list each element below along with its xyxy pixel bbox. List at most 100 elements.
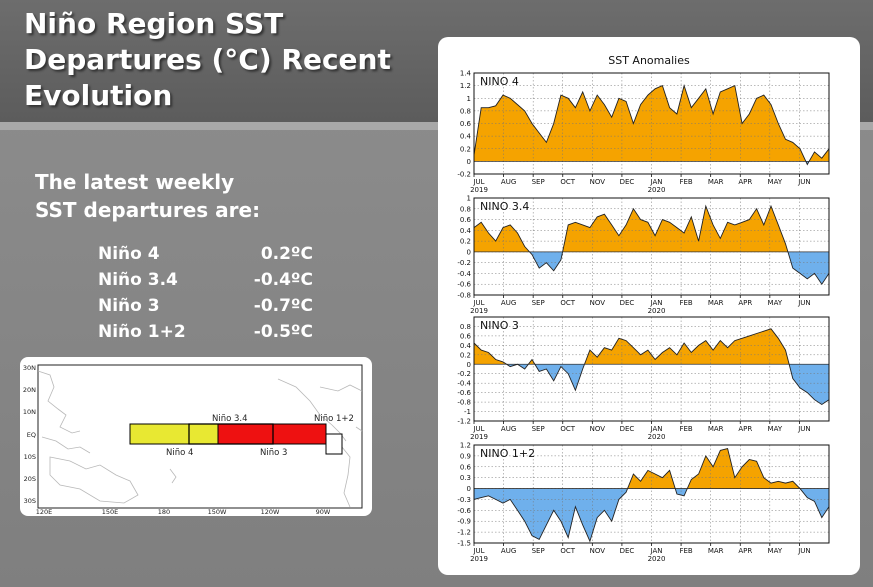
positive-anomaly-area	[474, 206, 788, 252]
positive-anomaly-area	[627, 448, 800, 489]
departure-region: Niño 3.4	[98, 270, 178, 290]
panel-name: NINO 1+2	[480, 447, 535, 460]
lon-label: 150E	[102, 508, 119, 516]
y-tick-label: -1.2	[457, 418, 471, 426]
y-tick-label: -0.4	[457, 270, 471, 278]
x-tick-label: NOV	[590, 178, 606, 186]
sst-anomalies-chart: SST Anomalies NINO 4 -0.2 0 0.2 0.4 0.6 0.8 1 1.…	[438, 37, 860, 575]
chart-title: SST Anomalies	[608, 54, 690, 67]
x-tick-label: JUN	[797, 178, 810, 186]
panel-2: NINO 3 -1.2 -1-0.8 -0.6-0.4 -0.20 0.20.4 0.60.…	[457, 316, 830, 441]
year-label: 2020	[648, 307, 666, 315]
lon-label: 180	[158, 508, 170, 516]
x-tick-label: JUL	[472, 425, 484, 433]
x-tick-label: NOV	[590, 299, 606, 307]
x-tick-label: FEB	[679, 547, 692, 555]
x-tick-label: DEC	[620, 425, 635, 433]
nino3-region	[217, 423, 327, 445]
year-label: 2020	[648, 555, 666, 563]
lon-label: 90W	[316, 508, 331, 516]
lat-label: 10N	[23, 408, 36, 416]
y-tick-label: 0.6	[460, 216, 472, 224]
y-tick-label: 0.8	[460, 107, 471, 115]
nino3-label: Niño 3	[260, 448, 287, 458]
x-tick-label: AUG	[501, 178, 516, 186]
coastlines	[37, 370, 363, 508]
x-tick-label: SEP	[532, 425, 545, 433]
year-label: 2019	[470, 555, 488, 563]
x-tick-label: SEP	[532, 299, 545, 307]
x-tick-label: MAR	[708, 547, 724, 555]
x-tick-label: SEP	[532, 178, 545, 186]
panel-name: NINO 3	[480, 319, 519, 332]
lon-axis: 120E 150E 180 150W 120W 90W	[36, 508, 331, 516]
nino34-label: Niño 3.4	[212, 414, 248, 424]
panel-0: NINO 4 -0.2 0 0.2 0.4 0.6 0.8 1 1.2 1.4 JUL AUG SEP O…	[457, 70, 830, 194]
lat-label: 20N	[23, 386, 36, 394]
y-tick-label: 0.4	[460, 133, 472, 141]
series-line	[473, 448, 830, 543]
series-line	[473, 328, 830, 406]
panel-name: NINO 4	[480, 75, 519, 88]
departure-row-nino3: Niño 3 -0.7ºC	[98, 296, 313, 322]
chart-svg: SST Anomalies NINO 4-0.200.20.40.60.811.…	[457, 54, 830, 563]
departure-value: 0.2ºC	[260, 244, 313, 264]
y-tick-label: -0.6	[457, 281, 471, 289]
departure-region: Niño 4	[98, 244, 160, 264]
map-svg: 30N 20N 10N EQ 10S 20S 30S 120E 150E 180…	[23, 364, 363, 516]
x-tick-label: AUG	[501, 425, 516, 433]
x-tick-label: MAR	[708, 178, 724, 186]
lon-label: 150W	[208, 508, 227, 516]
x-tick-label: AUG	[501, 547, 516, 555]
y-tick-label: 1.2	[460, 442, 471, 450]
intro-line-1: The latest weekly	[35, 170, 235, 194]
y-tick-label: 1	[467, 95, 471, 103]
y-tick-label: -0.8	[457, 292, 471, 300]
series-line	[473, 83, 830, 166]
x-tick-label: OCT	[560, 178, 575, 186]
lat-label: 10S	[24, 453, 36, 461]
nino34-region	[188, 423, 274, 445]
nino-regions-map: 30N 20N 10N EQ 10S 20S 30S 120E 150E 180…	[20, 357, 372, 516]
x-tick-label: MAR	[708, 425, 724, 433]
y-tick-label: 1	[467, 195, 471, 203]
y-tick-label: 1.2	[460, 82, 471, 90]
y-tick-label: -0.8	[457, 399, 471, 407]
x-tick-label: MAY	[768, 547, 783, 555]
y-tick-label: 0.4	[460, 227, 472, 235]
x-tick-label: FEB	[679, 178, 692, 186]
slide-title: Niño Region SST Departures (°C) Recent E…	[24, 6, 391, 114]
departure-row-nino34: Niño 3.4 -0.4ºC	[98, 270, 313, 296]
x-tick-label: MAY	[768, 178, 783, 186]
year-label: 2019	[470, 307, 488, 315]
title-line-1: Niño Region SST	[24, 7, 284, 40]
series-line	[473, 204, 830, 286]
nino4-region	[129, 423, 219, 445]
y-tick-label: 0.8	[460, 205, 471, 213]
departure-value: -0.7ºC	[253, 296, 313, 316]
y-tick-label: -1	[464, 408, 471, 416]
x-tick-label: JUN	[797, 299, 810, 307]
x-tick-label: FEB	[679, 299, 692, 307]
x-tick-label: APR	[738, 425, 752, 433]
year-label: 2019	[470, 186, 488, 194]
y-tick-label: -0.6	[457, 389, 471, 397]
departure-value: -0.5ºC	[253, 322, 313, 342]
x-tick-label: APR	[738, 547, 752, 555]
lon-label: 120W	[261, 508, 280, 516]
departure-list: Niño 4 0.2ºC Niño 3.4 -0.4ºC Niño 3 -0.7…	[98, 244, 313, 348]
departure-region: Niño 1+2	[98, 322, 186, 342]
x-tick-label: DEC	[620, 178, 635, 186]
x-tick-label: APR	[738, 299, 752, 307]
x-tick-label: OCT	[560, 299, 575, 307]
x-tick-label: MAR	[708, 299, 724, 307]
x-tick-label: JUL	[472, 547, 484, 555]
positive-anomaly-area	[474, 85, 829, 162]
y-tick-label: -0.6	[457, 507, 471, 515]
lon-label: 120E	[36, 508, 53, 516]
x-tick-label: OCT	[560, 425, 575, 433]
x-tick-label: DEC	[620, 299, 635, 307]
y-tick-label: 0.4	[460, 342, 472, 350]
x-tick-label: JAN	[650, 425, 663, 433]
y-tick-label: 0.6	[460, 120, 472, 128]
